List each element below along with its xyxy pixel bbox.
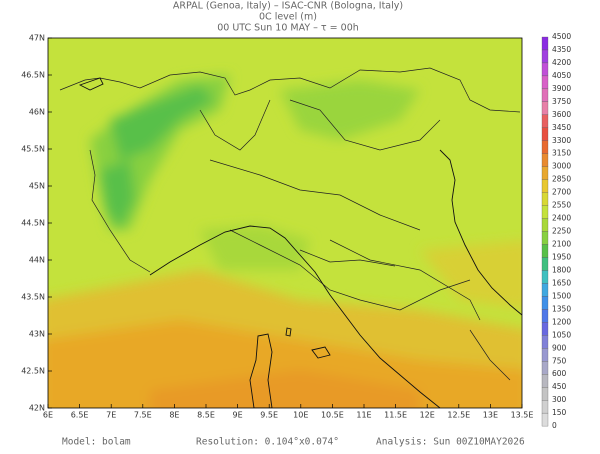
colorbar-label: 3600 xyxy=(552,110,571,119)
colorbar-label: 3150 xyxy=(552,149,571,158)
colorbar-label: 0 xyxy=(552,421,557,430)
colorbar-swatch xyxy=(541,140,549,154)
colorbar-label: 2850 xyxy=(552,175,571,184)
colorbar-swatch xyxy=(541,62,549,77)
colorbar-swatch xyxy=(541,205,549,219)
x-tick-label: 6E xyxy=(43,411,53,420)
colorbar-swatch xyxy=(541,179,549,193)
y-tick-label: 44.5N xyxy=(21,219,45,228)
colorbar-label: 900 xyxy=(552,343,567,352)
y-tick-label: 45.5N xyxy=(21,145,45,154)
colorbar-label: 3300 xyxy=(552,136,571,145)
colorbar-swatch xyxy=(541,348,549,362)
colorbar-label: 450 xyxy=(552,382,567,391)
colorbar-swatch xyxy=(541,270,549,284)
colorbar-label: 3900 xyxy=(552,84,571,93)
colorbar-swatch xyxy=(541,283,549,297)
colorbar-swatch xyxy=(541,400,549,414)
x-tick-label: 7E xyxy=(106,411,116,420)
colorbar-swatch xyxy=(541,75,549,90)
x-tick-label: 9E xyxy=(233,411,243,420)
colorbar-swatch xyxy=(541,231,549,245)
x-tick-label: 8E xyxy=(169,411,179,420)
colorbar-swatch xyxy=(541,166,549,180)
x-tick-label: 13.5E xyxy=(511,411,534,420)
y-tick-label: 44N xyxy=(29,256,45,265)
header-line: 0C level (m) xyxy=(259,12,317,23)
y-tick-label: 43N xyxy=(29,330,45,339)
colorbar-label: 2550 xyxy=(552,201,571,210)
colorbar-swatch xyxy=(541,387,549,401)
colorbar: 4500435042004050390037503600345033003150… xyxy=(541,32,571,430)
colorbar-label: 3450 xyxy=(552,123,571,132)
x-tick-label: 9.5E xyxy=(260,411,278,420)
x-tick-label: 12.5E xyxy=(447,411,470,420)
header-line: 00 UTC Sun 10 MAY – τ = 00h xyxy=(217,23,359,34)
y-tick-label: 47N xyxy=(29,34,45,43)
colorbar-swatch xyxy=(541,412,549,427)
colorbar-label: 1650 xyxy=(552,278,571,287)
colorbar-label: 2400 xyxy=(552,214,571,223)
x-tick-label: 11.5E xyxy=(384,411,407,420)
colorbar-label: 2100 xyxy=(552,240,571,249)
colorbar-swatch xyxy=(541,88,549,102)
map-field xyxy=(48,38,522,408)
colorbar-swatch xyxy=(541,218,549,232)
colorbar-swatch xyxy=(541,49,549,64)
x-tick-label: 10.5E xyxy=(321,411,344,420)
colorbar-label: 1500 xyxy=(552,291,571,300)
colorbar-swatch xyxy=(541,127,549,141)
colorbar-swatch xyxy=(541,335,549,349)
colorbar-label: 750 xyxy=(552,356,567,365)
colorbar-label: 1950 xyxy=(552,252,571,261)
y-tick-label: 46N xyxy=(29,108,45,117)
colorbar-label: 2250 xyxy=(552,227,571,236)
x-tick-label: 12E xyxy=(420,411,435,420)
colorbar-swatch xyxy=(541,114,549,128)
footer-resolution: Resolution: 0.104°x0.074° xyxy=(196,437,339,448)
x-tick-label: 13E xyxy=(483,411,498,420)
colorbar-label: 3000 xyxy=(552,162,571,171)
x-tick-label: 11E xyxy=(356,411,371,420)
colorbar-label: 1050 xyxy=(552,330,571,339)
colorbar-swatch xyxy=(541,192,549,206)
footer-analysis: Analysis: Sun 00Z10MAY2026 xyxy=(376,437,525,448)
colorbar-swatch xyxy=(541,374,549,388)
colorbar-label: 300 xyxy=(552,395,567,404)
y-tick-label: 42N xyxy=(29,404,45,413)
colorbar-label: 3750 xyxy=(552,97,571,106)
header-line: ARPAL (Genoa, Italy) – ISAC-CNR (Bologna… xyxy=(173,1,403,12)
colorbar-swatch xyxy=(541,309,549,323)
x-tick-label: 10E xyxy=(293,411,308,420)
x-tick-label: 7.5E xyxy=(134,411,152,420)
colorbar-label: 1200 xyxy=(552,317,571,326)
colorbar-swatch xyxy=(541,101,549,115)
colorbar-label: 150 xyxy=(552,408,567,417)
footer-model: Model: bolam xyxy=(62,437,131,448)
colorbar-label: 1800 xyxy=(552,265,571,274)
colorbar-label: 1350 xyxy=(552,304,571,313)
axes: 6E 6.5E 7E 7.5E 8E 8.5E 9E 9.5E 10E 10.5E 11E 11.5E… xyxy=(21,34,533,420)
colorbar-label: 600 xyxy=(552,369,567,378)
colorbar-swatch xyxy=(541,36,549,51)
colorbar-label: 4050 xyxy=(552,71,571,80)
colorbar-swatch xyxy=(541,322,549,336)
colorbar-swatch xyxy=(541,257,549,271)
x-tick-label: 8.5E xyxy=(197,411,215,420)
colorbar-label: 4350 xyxy=(552,45,571,54)
y-tick-label: 45N xyxy=(29,182,45,191)
x-tick-label: 6.5E xyxy=(71,411,89,420)
colorbar-swatch xyxy=(541,296,549,310)
y-tick-label: 43.5N xyxy=(21,293,45,302)
colorbar-swatch xyxy=(541,244,549,258)
colorbar-label: 4500 xyxy=(552,32,571,41)
colorbar-swatch xyxy=(541,361,549,375)
colorbar-label: 4200 xyxy=(552,58,571,67)
colorbar-swatch xyxy=(541,153,549,167)
y-tick-label: 42.5N xyxy=(21,367,45,376)
y-tick-label: 46.5N xyxy=(21,71,45,80)
colorbar-label: 2700 xyxy=(552,188,571,197)
